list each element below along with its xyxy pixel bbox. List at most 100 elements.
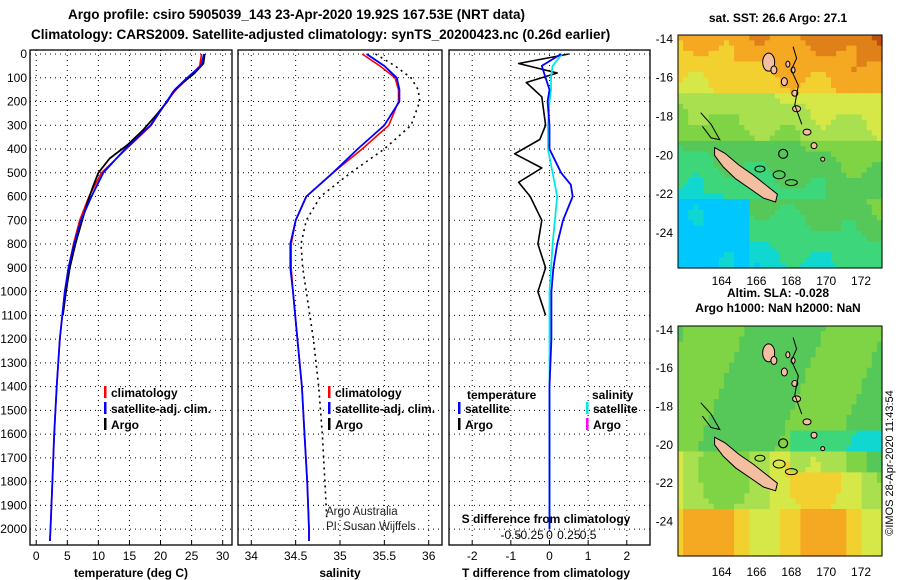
sst-map-cell (810, 72, 817, 78)
sla-map-cell (734, 477, 740, 484)
sla-map-cell (683, 352, 689, 358)
sla-map-cell (810, 378, 817, 385)
sla-map-cell (820, 409, 827, 416)
sla-map-cell (703, 508, 710, 515)
sla-map-cell (749, 336, 756, 343)
sla-map-cell (688, 383, 694, 390)
sst-lon-tick-label: 170 (816, 274, 836, 288)
sla-map-cell (831, 472, 837, 479)
sla-map-cell (871, 503, 878, 510)
sla-map-cell (703, 367, 710, 374)
sla-map-cell (871, 514, 878, 521)
sla-map-cell (723, 383, 730, 390)
sst-map-cell (805, 50, 812, 57)
sst-map-panel: sat. SST: 26.6 Argo: 27.1-14-16-18-20-22… (656, 11, 883, 288)
sla-map-cell (836, 430, 842, 437)
sla-map-cell (698, 545, 705, 552)
sla-map-cell (846, 357, 852, 364)
sla-map-cell (871, 346, 878, 353)
sla-map-cell (698, 441, 705, 447)
sla-map-cell (851, 545, 858, 552)
sst-map-cell (769, 87, 776, 94)
sla-map-cell (795, 346, 801, 353)
sla-map-cell (841, 524, 847, 531)
x-tick-label: 20 (154, 549, 168, 563)
sst-map-cell (698, 241, 705, 248)
sst-map-cell (688, 262, 694, 269)
sla-map-cell (805, 472, 812, 479)
sla-map-cell (810, 393, 817, 400)
sst-map-cell (790, 82, 796, 89)
sst-map-cell (866, 204, 873, 211)
sst-map-cell (703, 87, 710, 94)
sst-map-cell (861, 77, 868, 84)
depth-tick-label: 300 (7, 118, 27, 132)
sla-map-cell (861, 461, 868, 468)
sla-map-cell (759, 404, 766, 411)
sst-map-cell (708, 230, 715, 237)
sla-map-cell (774, 477, 781, 484)
sla-map-cell (876, 367, 883, 374)
sla-map-cell (708, 472, 715, 479)
sst-map-cell (800, 236, 807, 243)
salinity-panel: 34 34.5 35 35.5 36salinityclimatologysatelli… (237, 49, 443, 580)
sla-map-cell (774, 388, 781, 395)
sst-map-cell (810, 45, 817, 52)
sla-map-cell (678, 529, 684, 536)
sla-map-cell (846, 508, 852, 515)
sst-map-cell (764, 225, 771, 232)
sst-map-cell (723, 77, 730, 84)
sla-map-cell (749, 393, 756, 400)
sst-map-cell (729, 177, 735, 184)
sst-map-cell (851, 130, 858, 137)
sst-map-cell (678, 225, 684, 232)
sst-map-cell (831, 246, 837, 253)
sst-map-cell (723, 230, 730, 237)
sla-map-cell (739, 409, 745, 416)
sst-map-cell (820, 215, 827, 221)
sla-map-cell (836, 535, 842, 541)
sst-map-cell (851, 40, 858, 47)
sla-map-cell (831, 346, 837, 353)
sla-map-cell (790, 441, 796, 447)
sla-map-cell (876, 430, 883, 437)
sst-map-cell (713, 56, 720, 63)
sla-map-cell (688, 482, 694, 489)
sst-map-cell (734, 246, 740, 253)
sst-map-cell (871, 241, 878, 248)
sla-map-cell (871, 357, 878, 364)
sla-map-cell (846, 493, 852, 500)
sla-map-cell (723, 362, 730, 369)
sst-map-cell (754, 172, 761, 179)
sst-map-cell (774, 130, 781, 137)
sst-map-cell (866, 220, 873, 227)
sla-map-cell (729, 435, 735, 442)
sla-map-cell (693, 467, 699, 473)
sla-map-cell (831, 524, 837, 531)
sst-map-cell (876, 262, 883, 269)
sst-map-cell (800, 66, 807, 73)
sst-map-cell (841, 230, 847, 237)
sla-map-cell (708, 404, 715, 411)
sst-map-cell (769, 177, 776, 184)
sla-map-cell (749, 420, 756, 426)
sst-map-cell (723, 172, 730, 179)
sla-map-cell (769, 545, 776, 552)
sla-map-cell (876, 519, 883, 526)
sst-map-cell (698, 156, 705, 163)
sla-map-cell (861, 493, 868, 500)
sla-map-cell (780, 550, 786, 557)
sla-map-cell (678, 331, 684, 338)
sla-map-cell (754, 488, 761, 494)
sla-map-cell (780, 514, 786, 521)
sla-map-cell (683, 414, 689, 421)
sla-map-cell (871, 393, 878, 400)
sst-map-cell (800, 114, 807, 121)
sst-map-cell (861, 172, 868, 179)
diff-axis-title: T difference from climatology (462, 566, 630, 580)
sst-map-cell (841, 87, 847, 94)
sla-map-cell (790, 524, 796, 531)
sla-map-cell (856, 545, 863, 552)
sst-map-cell (723, 40, 730, 47)
sla-map-cell (805, 482, 812, 489)
